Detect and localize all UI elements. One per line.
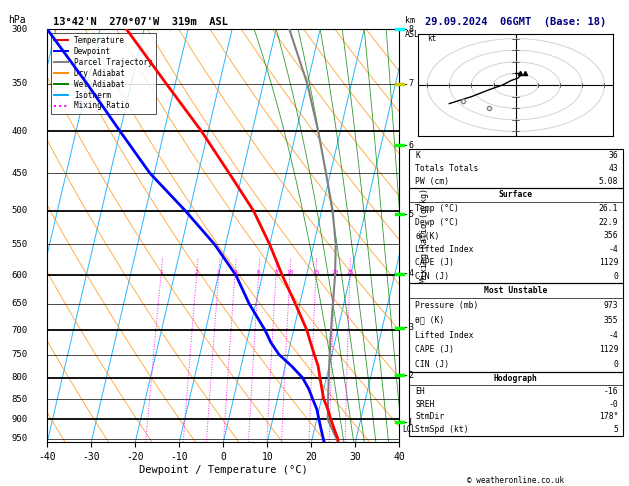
Text: Totals Totals: Totals Totals — [415, 164, 479, 173]
Text: 900: 900 — [12, 415, 28, 424]
Text: 650: 650 — [12, 299, 28, 308]
Text: 750: 750 — [12, 350, 28, 359]
Text: 1: 1 — [159, 270, 163, 275]
Text: 500: 500 — [12, 206, 28, 215]
Text: 356: 356 — [604, 231, 618, 240]
Text: -: - — [402, 370, 408, 380]
Text: km: km — [404, 16, 415, 25]
Text: 350: 350 — [12, 79, 28, 88]
Text: 29.09.2024  06GMT  (Base: 18): 29.09.2024 06GMT (Base: 18) — [425, 17, 606, 27]
Text: 300: 300 — [12, 25, 28, 34]
Legend: Temperature, Dewpoint, Parcel Trajectory, Dry Adiabat, Wet Adiabat, Isotherm, Mi: Temperature, Dewpoint, Parcel Trajectory… — [51, 33, 155, 114]
Text: 5: 5 — [408, 209, 413, 219]
Text: © weatheronline.co.uk: © weatheronline.co.uk — [467, 475, 564, 485]
Text: StmDir: StmDir — [415, 412, 445, 421]
Text: 6: 6 — [257, 270, 260, 275]
Text: -: - — [402, 79, 408, 89]
Text: 22.9: 22.9 — [599, 218, 618, 226]
Text: 450: 450 — [12, 169, 28, 178]
Text: 8: 8 — [274, 270, 278, 275]
Text: CIN (J): CIN (J) — [415, 360, 449, 369]
Text: -16: -16 — [604, 387, 618, 396]
Text: 25: 25 — [347, 270, 353, 275]
Text: CIN (J): CIN (J) — [415, 272, 449, 281]
Text: Lifted Index: Lifted Index — [415, 330, 474, 340]
Text: 4: 4 — [233, 270, 237, 275]
Text: 1129: 1129 — [599, 259, 618, 267]
Text: 850: 850 — [12, 395, 28, 403]
Text: 700: 700 — [12, 326, 28, 334]
Text: StmSpd (kt): StmSpd (kt) — [415, 425, 469, 434]
Text: 600: 600 — [12, 271, 28, 280]
Text: -: - — [402, 209, 408, 219]
Text: Mixing Ratio (g/kg): Mixing Ratio (g/kg) — [420, 188, 428, 283]
Text: 3: 3 — [217, 270, 221, 275]
Text: Surface: Surface — [499, 191, 533, 199]
Text: 6: 6 — [408, 141, 413, 150]
Text: -: - — [402, 140, 408, 150]
Text: 1: 1 — [408, 418, 413, 427]
Text: Pressure (mb): Pressure (mb) — [415, 301, 479, 310]
Text: 0: 0 — [613, 272, 618, 281]
Text: 4: 4 — [408, 269, 413, 278]
Text: θᴄ(K): θᴄ(K) — [415, 231, 440, 240]
Text: 8: 8 — [408, 25, 413, 34]
Text: CAPE (J): CAPE (J) — [415, 259, 454, 267]
Bar — [409, 149, 623, 188]
Bar — [409, 283, 623, 372]
Text: -: - — [402, 417, 408, 428]
Text: -: - — [402, 269, 408, 278]
Text: 20: 20 — [331, 270, 338, 275]
Text: 2: 2 — [408, 371, 413, 380]
Text: 2: 2 — [195, 270, 199, 275]
Text: 5: 5 — [613, 425, 618, 434]
Text: -: - — [402, 24, 408, 34]
Text: 355: 355 — [604, 316, 618, 325]
Text: 0: 0 — [613, 360, 618, 369]
Text: -0: -0 — [609, 399, 618, 409]
Text: 950: 950 — [12, 434, 28, 443]
Text: hPa: hPa — [8, 15, 26, 25]
Text: Lifted Index: Lifted Index — [415, 245, 474, 254]
Text: EH: EH — [415, 387, 425, 396]
Text: Temp (°C): Temp (°C) — [415, 204, 459, 213]
Text: 43: 43 — [609, 164, 618, 173]
Text: -4: -4 — [609, 245, 618, 254]
Bar — [409, 188, 623, 283]
Text: 5.08: 5.08 — [599, 177, 618, 186]
Bar — [409, 372, 623, 436]
X-axis label: Dewpoint / Temperature (°C): Dewpoint / Temperature (°C) — [139, 465, 308, 475]
Text: 36: 36 — [609, 151, 618, 160]
Text: 178°: 178° — [599, 412, 618, 421]
Text: kt: kt — [427, 34, 437, 43]
Text: Dewp (°C): Dewp (°C) — [415, 218, 459, 226]
Text: -: - — [402, 323, 408, 332]
Text: CAPE (J): CAPE (J) — [415, 346, 454, 354]
Text: 1129: 1129 — [599, 346, 618, 354]
Text: 400: 400 — [12, 127, 28, 136]
Text: 3: 3 — [408, 323, 413, 332]
Text: 13°42'N  270°07'W  319m  ASL: 13°42'N 270°07'W 319m ASL — [53, 17, 228, 27]
Text: 15: 15 — [312, 270, 320, 275]
Text: 973: 973 — [604, 301, 618, 310]
Text: 800: 800 — [12, 373, 28, 382]
Text: 7: 7 — [408, 79, 413, 88]
Text: ASL: ASL — [404, 31, 420, 39]
Text: θᴄ (K): θᴄ (K) — [415, 316, 445, 325]
Text: 26.1: 26.1 — [599, 204, 618, 213]
Text: K: K — [415, 151, 420, 160]
Text: 550: 550 — [12, 240, 28, 249]
Text: PW (cm): PW (cm) — [415, 177, 449, 186]
Text: Hodograph: Hodograph — [494, 374, 538, 383]
Text: 10: 10 — [286, 270, 294, 275]
Text: SREH: SREH — [415, 399, 435, 409]
Text: Most Unstable: Most Unstable — [484, 286, 547, 295]
Text: LCL: LCL — [402, 425, 416, 434]
Text: -4: -4 — [609, 330, 618, 340]
